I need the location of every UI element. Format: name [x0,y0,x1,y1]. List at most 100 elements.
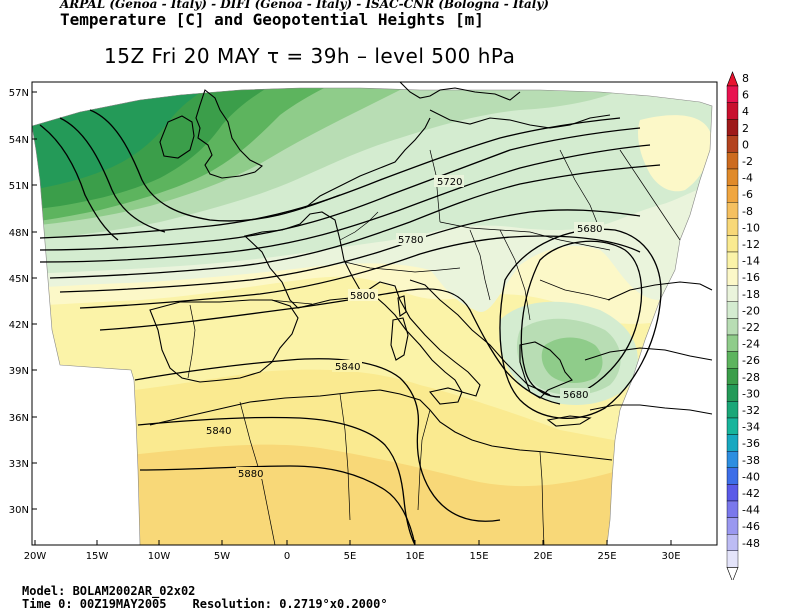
lat-label-48n: 48N [9,228,29,239]
colorbar-swatch [726,185,739,203]
colorbar-label: -30 [742,387,760,400]
contour-2 [59,117,166,233]
colorbar-swatch [726,201,739,219]
colorbar-swatch [726,500,739,518]
contour-label-5880: 5880 [238,469,263,480]
border-france-spain [269,299,313,305]
resolution: Resolution: 0.2719°x0.2000° [192,597,388,611]
geopotential-contours [39,109,662,546]
contour-5780 [79,235,641,309]
lat-label-39n: 39N [9,366,29,377]
contour-5880 [139,465,416,546]
crete-coast [546,415,592,427]
model-name: Model: BOLAM2002AR_02x02 [22,584,196,598]
turkey-coast [584,347,713,361]
colorbar-swatch [726,268,739,286]
colorbar-label: -28 [742,371,760,384]
lon-label-10w: 10W [148,551,171,562]
colorbar-swatch [726,467,739,485]
contour-5840 [134,358,501,522]
border-balkans-2 [539,279,611,301]
contour-label-5720: 5720 [437,177,462,188]
colorbar-label: -4 [742,172,753,185]
border-north-africa-3 [417,409,431,511]
lon-label-15e: 15E [469,551,488,562]
colorbar-label: -10 [742,221,760,234]
lon-label-30e: 30E [661,551,680,562]
contour-label-5800: 5800 [350,291,375,302]
sicily-coast [428,387,463,405]
colorbar-label: -36 [742,437,760,450]
greece-coast [519,341,573,399]
latitude-axis: 57N 54N 51N 48N 45N 42N 39N 36N 33N 30N [9,88,29,516]
lon-label-5w: 5W [214,551,230,562]
contour-label-bg-5880 [236,467,266,479]
lon-label-15w: 15W [86,551,109,562]
north-sea-coast [304,117,431,209]
colorbar-swatch [726,334,739,352]
ireland-coast [159,115,195,159]
contour-label-5780: 5780 [398,235,423,246]
contour-5680-low [520,240,643,398]
field-header: Temperature [C] and Geopotential Heights… [60,10,484,29]
contour-1 [39,124,119,241]
colorbar-label: -44 [742,504,760,517]
contour-label-bg-5800 [348,289,378,301]
contour-label-bg-5840-west [204,424,234,436]
contour-label-5840-east: 5840 [335,362,360,373]
run-info: Time 0: 00Z19MAY2005 Resolution: 0.2719°x… [22,597,388,611]
colorbar-label: -14 [742,255,760,268]
contour-labels: 5720 5780 5680 5800 5840 5680 5840 5880 [204,175,604,480]
lat-label-54n: 54N [9,135,29,146]
colorbar-swatch [726,368,739,386]
time-zero: Time 0: 00Z19MAY2005 [22,597,167,611]
contour-label-bg-5680-north [574,222,604,234]
contour-4 [39,117,621,239]
contour-label-bg-5680-south [560,388,590,400]
temp-pocket-cold-greece [541,337,603,384]
border-iberia [187,304,196,379]
contour-5720 [49,164,661,279]
colorbar-swatch [726,235,739,253]
colorbar-label: -6 [742,188,753,201]
colorbar-swatch [726,550,739,568]
lon-label-10e: 10E [405,551,424,562]
weather-map: 5720 5780 5680 5800 5840 5680 5840 5880 … [9,71,760,580]
italy-coast [367,281,481,397]
colorbar-label: -26 [742,354,760,367]
temperature-field [32,88,712,545]
map-frame [31,81,718,546]
colorbar-label: -38 [742,454,760,467]
colorbar-label: 4 [742,105,749,118]
colorbar-swatch [726,351,739,369]
lon-label-0: 0 [284,551,290,562]
colorbar-swatch [726,451,739,469]
colorbar-swatch [726,152,739,170]
colorbar-swatch [726,318,739,336]
border-north-africa-1 [239,401,276,546]
colorbar-swatch [726,218,739,236]
contour-3 [89,109,341,222]
border-eastern [559,149,601,231]
colorbar-label: 0 [742,138,749,151]
corsica-coast [397,295,407,317]
colorbar-label: -8 [742,205,753,218]
lat-label-51n: 51N [9,181,29,192]
contour-label-bg-5720 [434,175,464,187]
lat-label-57n: 57N [9,88,29,99]
colorbar-label: -20 [742,304,760,317]
colorbar-swatch [726,484,739,502]
border-central-2 [469,229,491,301]
forecast-title: 15Z Fri 20 MAY τ = 39h – level 500 hPa [104,44,516,68]
colorbar-label: -40 [742,470,760,483]
colorbar-label: -22 [742,321,760,334]
lon-label-20w: 20W [24,551,47,562]
temperature-colorbar: 8 6 4 2 0 -2 -4 -6 -8 -10 -12 -14 -16 -18 -20 -22 -24 -26… [726,71,760,580]
contour-5 [39,127,641,251]
colorbar-label: 8 [742,72,749,85]
border-france-germany [339,211,379,241]
colorbar-label: -48 [742,537,760,550]
adriatic-balkan-coast [409,279,551,396]
lat-label-30n: 30N [9,505,29,516]
colorbar-swatch [726,301,739,319]
